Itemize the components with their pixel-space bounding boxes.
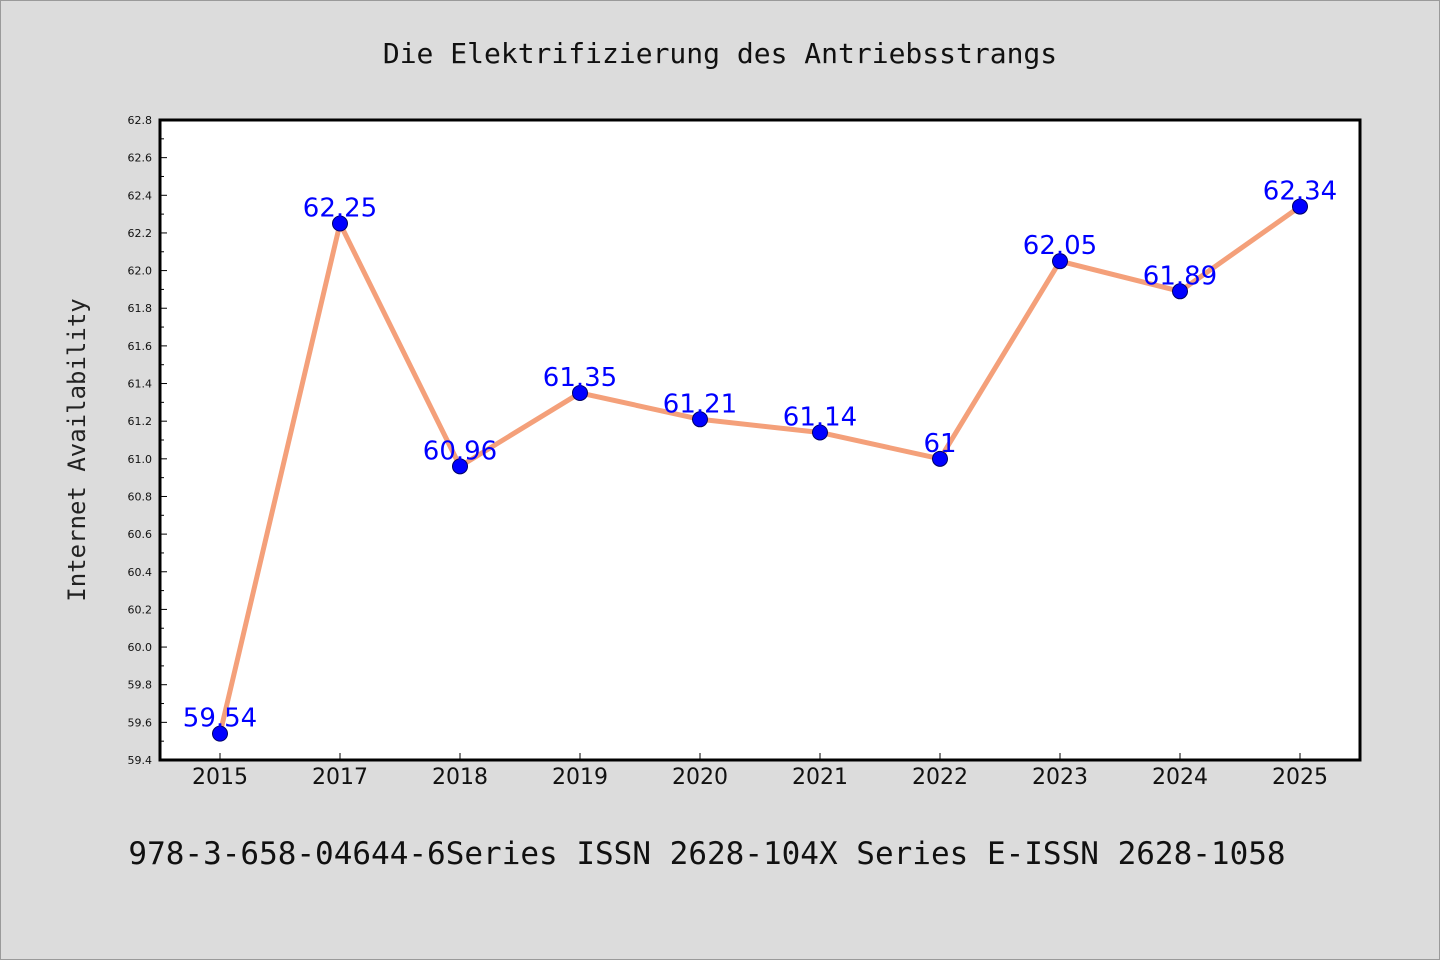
x-tick-label: 2015 [192,765,248,790]
data-point [332,215,348,232]
y-tick-label: 61.4 [128,378,153,391]
y-tick-label: 62.0 [128,265,153,278]
x-tick-label: 2023 [1032,765,1088,790]
series-line [217,204,1303,737]
y-tick-label: 60.8 [128,490,153,503]
data-label: 61 [923,429,956,459]
x-axis: 2015 2017 2018 2019 2020 2021 2022 2023 2024 2025 [192,753,1328,790]
data-point [692,411,708,428]
x-tick-label: 2022 [912,765,968,790]
data-point [212,725,228,742]
data-points [212,198,1308,742]
y-tick-label: 61.0 [128,453,153,466]
y-tick-label: 62.2 [128,227,153,240]
data-point [1292,198,1308,215]
data-label: 62.05 [1023,231,1097,261]
footer-text: 978-3-658-04644-6Series ISSN 2628-104X S… [128,836,1285,872]
y-tick-label: 60.2 [128,603,153,616]
y-axis: 59.4 59.6 59.8 60.0 60.2 60.4 60.6 60.8 61.0 61.2… [128,114,167,767]
x-tick-label: 2025 [1272,765,1328,790]
data-label: 61.14 [783,402,857,432]
data-label: 60.96 [423,436,497,466]
x-tick-label: 2020 [672,765,728,790]
data-label: 59.54 [183,704,257,734]
data-label: 62.34 [1263,177,1337,207]
x-tick-label: 2017 [312,765,368,790]
y-tick-label: 61.2 [128,415,153,428]
y-tick-label: 59.8 [128,679,153,692]
y-tick-label: 62.8 [128,114,153,127]
data-point [1052,253,1068,270]
data-point [1172,283,1188,300]
y-tick-label: 60.4 [128,566,153,579]
data-point [932,450,948,467]
x-tick-label: 2018 [432,765,488,790]
plot-area [158,118,1362,762]
data-point [572,384,588,401]
data-label: 62.25 [303,194,377,224]
y-axis-label: Internet Availability [63,298,91,601]
y-tick-label: 59.6 [128,716,153,729]
x-tick-label: 2019 [552,765,608,790]
data-point [452,458,468,475]
x-tick-label: 2024 [1152,765,1208,790]
y-tick-label: 61.6 [128,340,153,353]
y-tick-label: 61.8 [128,302,153,315]
x-tick-label: 2021 [792,765,848,790]
data-labels: 59.54 62.25 60.96 61.35 61.21 61.14 61 62.05 61.… [183,177,1337,734]
data-label: 61.89 [1143,261,1217,291]
y-tick-label: 60.0 [128,641,153,654]
y-tick-label: 59.4 [128,754,153,767]
y-tick-label: 60.6 [128,528,153,541]
y-tick-label: 62.4 [128,189,153,202]
y-tick-label: 62.6 [128,152,153,165]
data-label: 61.21 [663,389,737,419]
data-point [812,424,828,441]
chart-title: Die Elektrifizierung des Antriebsstrangs [383,37,1057,70]
data-label: 61.35 [543,363,617,393]
